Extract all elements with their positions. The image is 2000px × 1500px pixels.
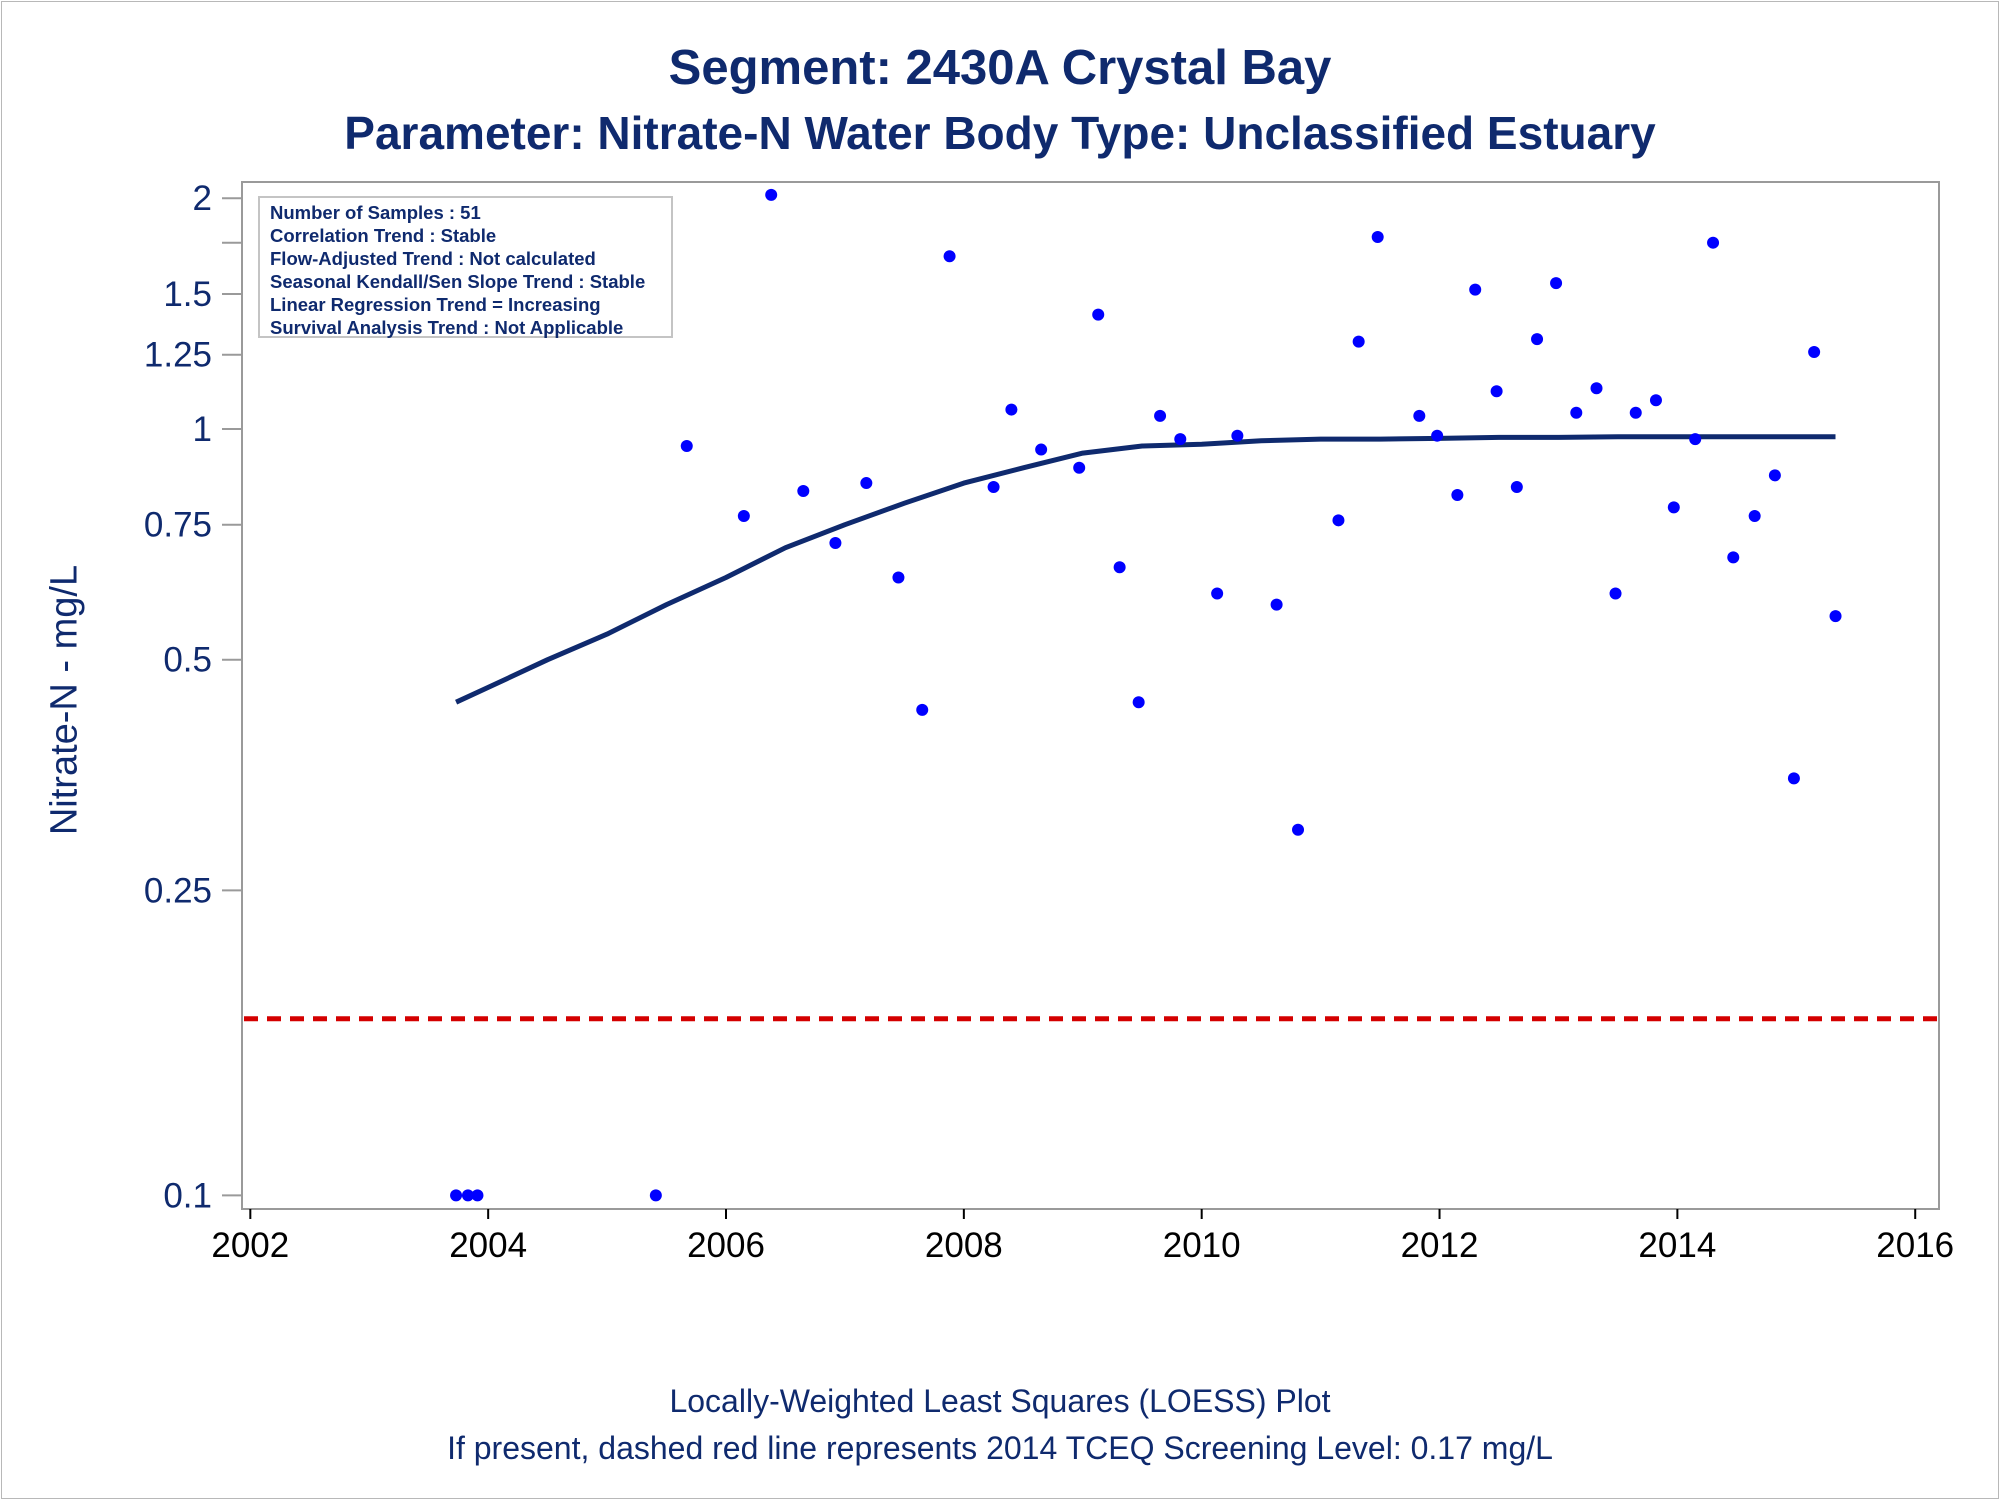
- x-tick-label: 2004: [449, 1226, 527, 1265]
- y-tick-label: 2: [193, 179, 212, 218]
- data-point: [1689, 433, 1702, 446]
- data-point: [1531, 333, 1544, 346]
- data-point: [1787, 772, 1800, 785]
- data-point: [1092, 308, 1105, 321]
- data-point: [1035, 443, 1048, 456]
- y-tick-label: 0.75: [144, 506, 212, 545]
- data-point: [1132, 696, 1145, 709]
- data-point: [1727, 551, 1740, 564]
- data-point: [797, 484, 810, 497]
- data-point: [1629, 406, 1642, 419]
- data-point: [471, 1189, 484, 1202]
- stat-survival-analysis-trend: Survival Analysis Trend : Not Applicable: [270, 317, 624, 338]
- data-point: [1332, 514, 1345, 527]
- data-point: [1154, 409, 1167, 422]
- data-point: [765, 188, 778, 201]
- x-tick-label: 2014: [1638, 1226, 1716, 1265]
- data-point: [1667, 501, 1680, 514]
- x-tick-label: 2006: [687, 1226, 765, 1265]
- data-point: [1174, 433, 1187, 446]
- data-point: [1748, 509, 1761, 522]
- data-point: [1113, 561, 1126, 574]
- data-point: [916, 703, 929, 716]
- data-point: [1352, 335, 1365, 348]
- data-point: [860, 477, 873, 490]
- y-tick-label: 1.5: [163, 275, 212, 314]
- y-tick-label: 0.5: [163, 641, 212, 680]
- data-point: [987, 481, 1000, 494]
- stat-flow-adjusted-trend: Flow-Adjusted Trend : Not calculated: [270, 248, 596, 269]
- stat-linear-regression-trend: Linear Regression Trend = Increasing: [270, 294, 601, 315]
- plot-area: [241, 181, 1940, 1210]
- data-point: [649, 1189, 662, 1202]
- data-point: [829, 536, 842, 549]
- data-point: [1469, 283, 1482, 296]
- x-tick-label: 2008: [925, 1226, 1003, 1265]
- data-point: [680, 440, 693, 453]
- loess-layer: [455, 434, 1836, 705]
- data-point: [943, 250, 956, 263]
- data-point: [1005, 403, 1018, 416]
- x-tick-label: 2002: [211, 1226, 289, 1265]
- data-point: [1371, 231, 1384, 244]
- stat-seasonal-kendall-trend: Seasonal Kendall/Sen Slope Trend : Stabl…: [270, 271, 646, 292]
- x-tick-label: 2010: [1163, 1226, 1241, 1265]
- stat-correlation-trend: Correlation Trend : Stable: [270, 225, 497, 246]
- data-point: [450, 1189, 463, 1202]
- y-tick-label: 1.25: [144, 336, 212, 375]
- chart-title: Segment: 2430A Crystal Bay: [668, 41, 1332, 95]
- stat-samples: Number of Samples : 51: [270, 202, 481, 223]
- data-point: [1649, 394, 1662, 407]
- data-point: [1073, 461, 1086, 474]
- points-layer: [450, 188, 1842, 1202]
- x-tick-label: 2012: [1401, 1226, 1479, 1265]
- data-point: [1292, 823, 1305, 836]
- data-point: [1211, 587, 1224, 600]
- data-point: [1550, 277, 1563, 290]
- data-point: [1451, 489, 1464, 502]
- data-point: [1590, 382, 1603, 395]
- loess-curve: [455, 434, 1836, 705]
- data-point: [1490, 385, 1503, 398]
- footnote-loess: Locally-Weighted Least Squares (LOESS) P…: [669, 1383, 1331, 1419]
- data-point: [1231, 429, 1244, 442]
- footnote-screening-level: If present, dashed red line represents 2…: [447, 1430, 1553, 1466]
- chart-subtitle: Parameter: Nitrate-N Water Body Type: Un…: [344, 107, 1656, 159]
- stats-box: Number of Samples : 51 Correlation Trend…: [258, 196, 673, 338]
- data-point: [1768, 469, 1781, 482]
- data-point: [1609, 587, 1622, 600]
- x-tick-label: 2016: [1876, 1226, 1954, 1265]
- y-tick-label: 0.25: [144, 871, 212, 910]
- data-point: [1808, 346, 1821, 359]
- data-point: [1510, 481, 1523, 494]
- data-point: [1270, 598, 1283, 611]
- data-point: [1431, 429, 1444, 442]
- data-point: [1707, 236, 1720, 249]
- data-point: [1829, 610, 1842, 623]
- data-point: [1413, 409, 1426, 422]
- data-point: [461, 1189, 474, 1202]
- data-point: [1570, 406, 1583, 419]
- y-tick-label: 1: [193, 410, 212, 449]
- y-tick-label: 0.1: [163, 1176, 212, 1215]
- axes-layer: 2002 2004 2006 2008 2010 2012 2014 2016 0.1 0.25 0…: [144, 179, 1954, 1265]
- data-point: [892, 571, 905, 584]
- data-point: [737, 509, 750, 522]
